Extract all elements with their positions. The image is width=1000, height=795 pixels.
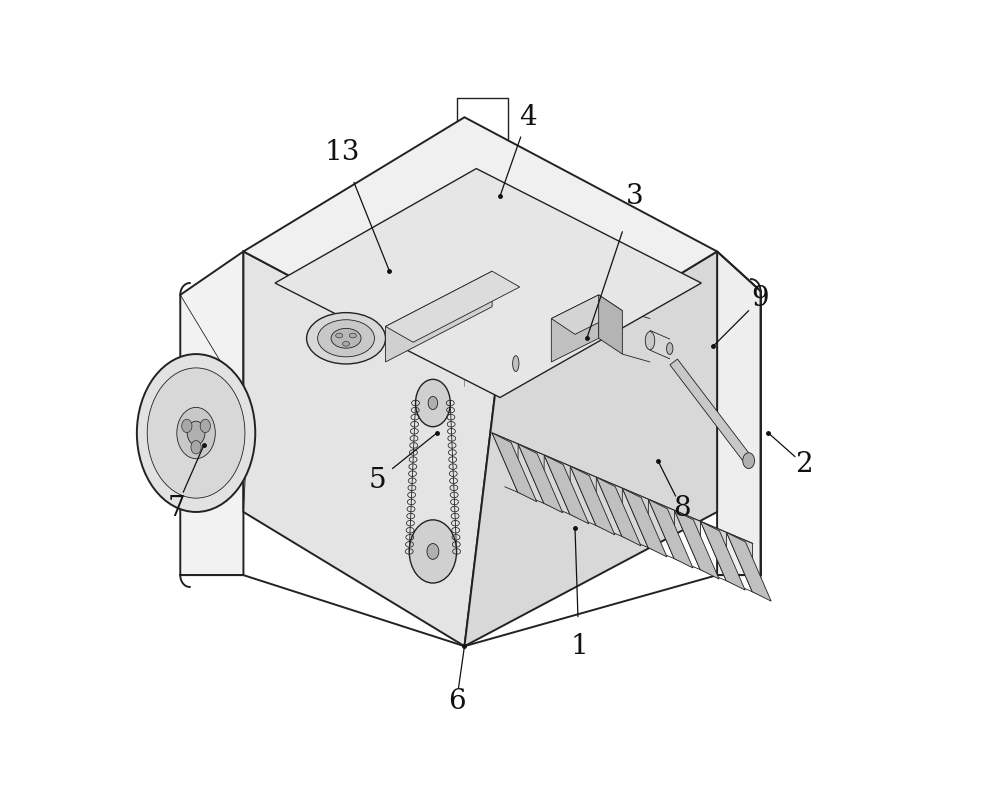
Polygon shape: [622, 488, 648, 548]
Polygon shape: [492, 433, 518, 492]
Text: 3: 3: [625, 183, 643, 210]
Polygon shape: [648, 499, 693, 568]
Ellipse shape: [743, 453, 755, 468]
Ellipse shape: [349, 333, 356, 338]
Polygon shape: [599, 295, 622, 354]
Polygon shape: [275, 169, 701, 398]
Ellipse shape: [200, 419, 210, 432]
Text: 5: 5: [369, 467, 386, 494]
Polygon shape: [701, 522, 727, 580]
Polygon shape: [622, 488, 667, 557]
Polygon shape: [544, 455, 589, 524]
Polygon shape: [243, 117, 717, 386]
Polygon shape: [464, 251, 717, 646]
Polygon shape: [544, 455, 570, 514]
Polygon shape: [551, 295, 599, 362]
Text: 7: 7: [167, 494, 185, 522]
Polygon shape: [386, 271, 520, 342]
Polygon shape: [551, 295, 622, 335]
Ellipse shape: [318, 320, 374, 357]
Polygon shape: [674, 510, 701, 569]
Polygon shape: [670, 359, 752, 463]
Polygon shape: [570, 466, 615, 535]
Ellipse shape: [307, 312, 386, 364]
Polygon shape: [674, 510, 719, 579]
Text: 4: 4: [519, 103, 536, 130]
Text: 9: 9: [752, 285, 769, 312]
Polygon shape: [492, 433, 537, 502]
Polygon shape: [701, 522, 745, 590]
Polygon shape: [570, 466, 596, 525]
Ellipse shape: [331, 328, 361, 348]
Ellipse shape: [147, 368, 245, 498]
Polygon shape: [648, 499, 674, 559]
Ellipse shape: [667, 343, 673, 355]
Ellipse shape: [427, 544, 439, 560]
Text: 13: 13: [324, 139, 360, 166]
Polygon shape: [518, 444, 563, 513]
Ellipse shape: [191, 440, 201, 454]
Polygon shape: [727, 533, 753, 591]
Polygon shape: [243, 251, 496, 646]
Ellipse shape: [513, 355, 519, 371]
Polygon shape: [717, 251, 761, 575]
Ellipse shape: [416, 379, 450, 427]
Ellipse shape: [177, 407, 215, 459]
Ellipse shape: [428, 397, 438, 409]
Polygon shape: [727, 533, 771, 601]
Ellipse shape: [343, 341, 350, 346]
Polygon shape: [518, 444, 544, 503]
Ellipse shape: [336, 333, 343, 338]
Text: 6: 6: [448, 688, 465, 715]
Polygon shape: [596, 477, 622, 537]
Text: 2: 2: [795, 451, 813, 478]
Ellipse shape: [645, 332, 655, 350]
Polygon shape: [386, 271, 492, 362]
Ellipse shape: [409, 520, 457, 583]
Polygon shape: [180, 251, 243, 575]
Polygon shape: [596, 477, 641, 546]
Ellipse shape: [137, 354, 255, 512]
Ellipse shape: [187, 421, 205, 445]
Ellipse shape: [182, 419, 192, 432]
Text: 1: 1: [570, 633, 588, 660]
Text: 8: 8: [673, 494, 690, 522]
